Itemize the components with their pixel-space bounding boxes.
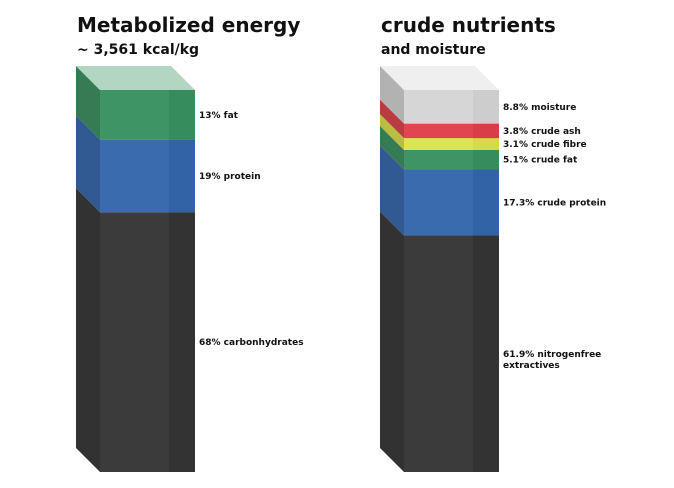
energy-chart-subtitle: ~ 3,561 kcal/kg [77,42,200,58]
segment-crude-fat [380,125,499,170]
segment-moisture [380,66,499,124]
segment-top-moisture [380,66,499,90]
segment-label-crude-ash: 3.8% crude ash [503,127,581,137]
segment-label-moisture: 8.8% moisture [503,103,576,113]
segment-fat [76,66,195,140]
segment-label-crude-fat: 5.1% crude fat [503,156,578,166]
segment-side-crude-fibre [380,114,404,150]
segment-front-crude-ash [404,123,499,139]
segment-front-fat [100,90,195,140]
segment-front-carbonhydrates [100,212,195,473]
nutrients-chart-subtitle: and moisture [381,42,486,58]
energy-chart-title: Metabolized energy [77,13,301,37]
segment-side-crude-ash [380,99,404,139]
segment-shade-protein [169,139,195,213]
segment-side-nitrogenfree-extractives [380,211,404,473]
segment-side-protein [76,115,100,213]
segment-front-crude-fibre [404,138,499,150]
segment-label-carbonhydrates: 68% carbonhydrates [199,338,304,348]
segment-carbonhydrates [76,188,195,473]
segment-side-crude-protein [380,145,404,236]
segment-label-crude-fibre: 3.1% crude fibre [503,140,587,150]
segment-shade-carbonhydrates [169,212,195,473]
segment-front-nitrogenfree-extractives [404,235,499,472]
segment-crude-protein [380,145,499,236]
segment-shade-fat [169,90,195,140]
segment-front-crude-protein [404,169,499,236]
segment-label-nitrogenfree-extractives: 61.9% nitrogenfree extractives [503,350,601,371]
segment-side-fat [76,66,100,140]
stacked-bar-1: 68% carbonhydrates 19% protein 13% fat [76,66,304,473]
segment-label-protein: 19% protein [199,172,261,182]
segment-protein [76,115,195,213]
nutrients-chart-title: crude nutrients [381,13,556,37]
segment-front-moisture [404,90,499,124]
segment-shade-crude-fibre [473,138,499,150]
segment-shade-moisture [473,90,499,124]
segment-label-fat: 13% fat [199,111,239,121]
segment-shade-nitrogenfree-extractives [473,235,499,472]
segment-label-crude-protein: 17.3% crude protein [503,198,606,208]
segment-nitrogenfree-extractives [380,211,499,473]
segment-side-moisture [380,66,404,124]
segment-shade-crude-protein [473,169,499,236]
segment-side-crude-fat [380,125,404,170]
segment-shade-crude-ash [473,123,499,139]
segment-top-fat [76,66,195,90]
segment-crude-fibre [380,114,499,150]
segment-shade-crude-fat [473,149,499,170]
stacked-bar-2: 61.9% nitrogenfree extractives 17.3% crude… [380,66,606,473]
segment-front-protein [100,139,195,213]
segment-crude-ash [380,99,499,139]
segment-side-carbonhydrates [76,188,100,473]
segment-front-crude-fat [404,149,499,170]
